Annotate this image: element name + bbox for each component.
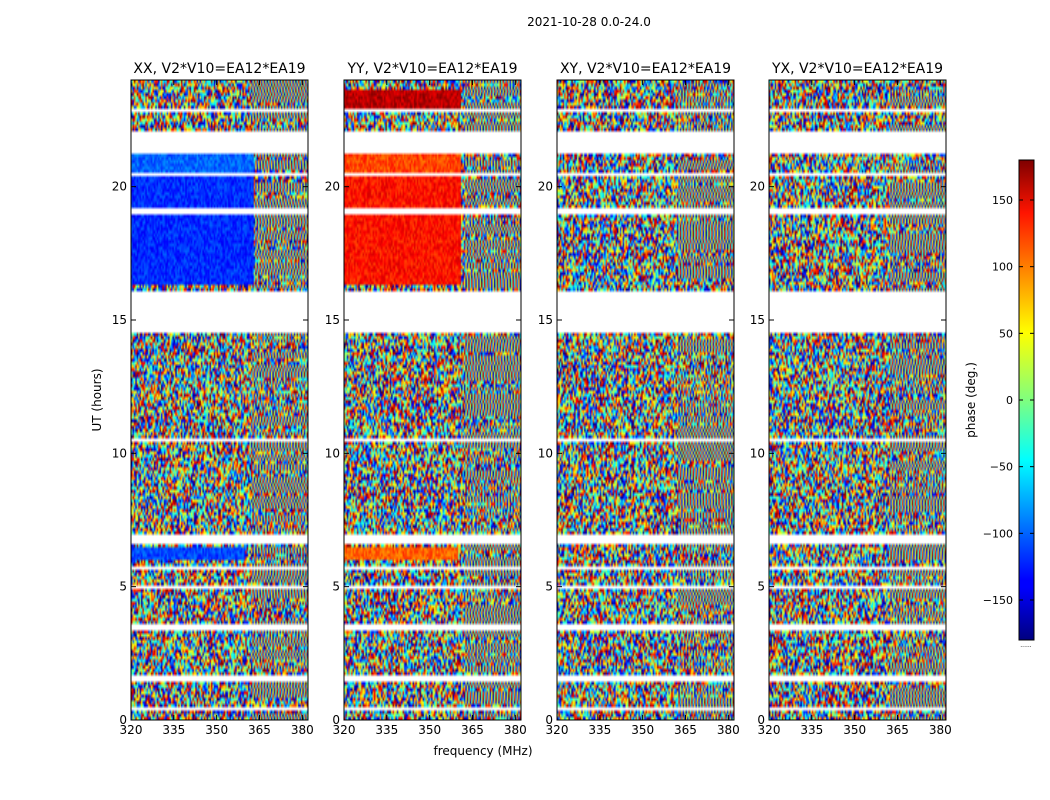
y-tick-label: 15 [750, 313, 765, 327]
panel-title: XY, V2*V10=EA12*EA19 [560, 61, 731, 77]
figure-title: 2021-10-28 0.0-24.0 [527, 15, 651, 29]
x-tick-label: 335 [375, 723, 398, 737]
y-axis-label: UT (hours) [90, 368, 104, 431]
y-tick-label: 15 [112, 313, 127, 327]
colorbar-tick-label: 150 [992, 194, 1013, 207]
y-tick-label: 10 [538, 446, 553, 460]
x-tick-label: 380 [929, 723, 952, 737]
x-tick-label: 320 [546, 723, 569, 737]
x-tick-label: 365 [674, 723, 697, 737]
y-tick-label: 0 [545, 713, 553, 727]
colorbar-footer: ...... [1020, 642, 1032, 649]
panel-frame [768, 79, 947, 721]
x-tick-label: 335 [588, 723, 611, 737]
x-axis-label: frequency (MHz) [433, 744, 532, 758]
colorbar-label: phase (deg.) [964, 362, 978, 438]
panel-title: XX, V2*V10=EA12*EA19 [133, 61, 305, 77]
x-tick-label: 350 [418, 723, 441, 737]
panel-3: XY, V2*V10=EA12*EA19 320 335 350 365 380 0 5 10 1… [538, 61, 740, 737]
panel-4: YX, V2*V10=EA12*EA19 320 335 350 365 380 0 5 10 1… [750, 61, 952, 737]
panel-heatmap-image [344, 80, 521, 720]
panel-heatmap-image [131, 80, 308, 720]
panel-frame [343, 79, 522, 721]
x-tick-label: 335 [800, 723, 823, 737]
y-tick-label: 5 [332, 580, 340, 594]
panel-heatmap-image [557, 80, 734, 720]
x-tick-label: 380 [717, 723, 740, 737]
colorbar-tick-label: 0 [1006, 394, 1013, 407]
colorbar-tick-label: −100 [983, 527, 1013, 540]
x-tick-label: 380 [504, 723, 527, 737]
colorbar-tick-label: −50 [990, 461, 1013, 474]
y-tick-label: 0 [119, 713, 127, 727]
colorbar-tick-label: 50 [999, 327, 1013, 340]
x-tick-label: 320 [120, 723, 143, 737]
y-tick-label: 20 [112, 180, 127, 194]
colorbar-ticks: 150 100 50 0 −50 −100 −150 [983, 194, 1034, 607]
y-tick-label: 10 [325, 446, 340, 460]
y-tick-label: 15 [538, 313, 553, 327]
x-tick-label: 350 [205, 723, 228, 737]
y-tick-label: 20 [750, 180, 765, 194]
x-tick-label: 365 [886, 723, 909, 737]
colorbar: 150 100 50 0 −50 −100 −150 phase (deg.) ...... [964, 159, 1035, 649]
y-tick-label: 0 [757, 713, 765, 727]
panel-title: YX, V2*V10=EA12*EA19 [771, 61, 943, 77]
panels-group: XX, V2*V10=EA12*EA19 320 335 350 365 380 0 5 10 1… [112, 61, 952, 737]
panel-frame [130, 79, 309, 721]
y-tick-label: 5 [757, 580, 765, 594]
y-tick-label: 15 [325, 313, 340, 327]
x-tick-label: 365 [461, 723, 484, 737]
x-tick-label: 335 [162, 723, 185, 737]
y-tick-label: 5 [119, 580, 127, 594]
colorbar-tick-label: 100 [992, 261, 1013, 274]
x-tick-label: 350 [631, 723, 654, 737]
x-tick-label: 350 [843, 723, 866, 737]
panel-1: XX, V2*V10=EA12*EA19 320 335 350 365 380 0 5 10 1… [112, 61, 314, 737]
y-tick-label: 20 [538, 180, 553, 194]
y-tick-label: 10 [112, 446, 127, 460]
y-tick-label: 20 [325, 180, 340, 194]
x-tick-label: 380 [291, 723, 314, 737]
panel-frame [556, 79, 735, 721]
panel-2: YY, V2*V10=EA12*EA19 320 335 350 365 380 0 5 10 1… [325, 61, 527, 737]
colorbar-tick-label: −150 [983, 594, 1013, 607]
x-tick-label: 320 [758, 723, 781, 737]
y-tick-label: 5 [545, 580, 553, 594]
panel-heatmap-image [769, 80, 946, 720]
y-tick-label: 0 [332, 713, 340, 727]
x-tick-label: 320 [333, 723, 356, 737]
y-tick-label: 10 [750, 446, 765, 460]
panel-title: YY, V2*V10=EA12*EA19 [346, 61, 517, 77]
x-tick-label: 365 [248, 723, 271, 737]
